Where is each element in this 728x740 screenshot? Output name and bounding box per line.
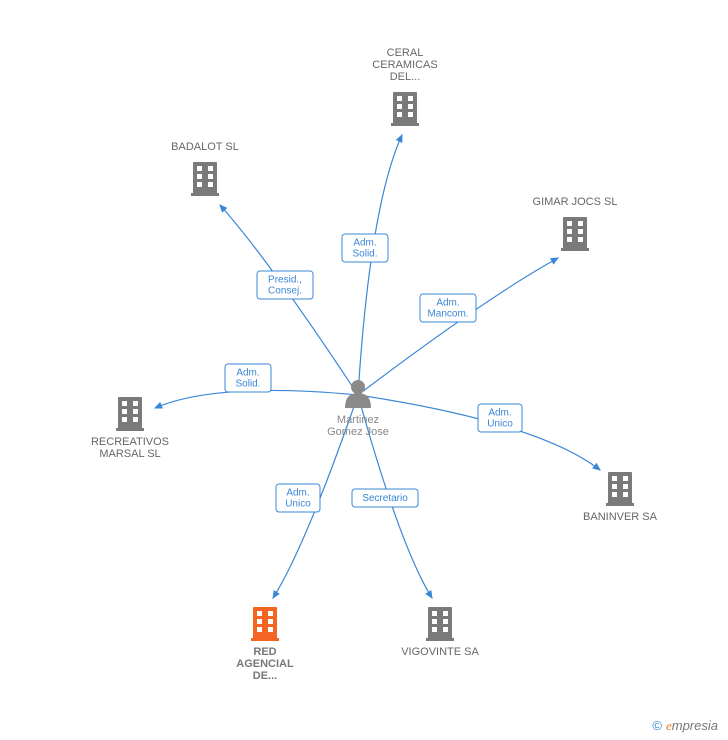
- attribution: ©empresia: [652, 718, 718, 734]
- company-label-ceral: CERAL: [387, 47, 424, 59]
- edge-label-text-recre: Solid.: [235, 379, 260, 390]
- building-icon: [391, 92, 419, 126]
- person-label-line1: Martinez: [337, 414, 379, 426]
- company-label-red: DE...: [253, 670, 277, 682]
- company-node-red[interactable]: REDAGENCIALDE...: [236, 607, 294, 682]
- edge-label-text-baninver: Unico: [487, 419, 513, 430]
- building-icon: [116, 397, 144, 431]
- building-icon: [191, 162, 219, 196]
- company-label-red: AGENCIAL: [236, 658, 294, 670]
- edge-label-text-ceral: Adm.: [353, 238, 376, 249]
- company-label-gimar: GIMAR JOCS SL: [533, 196, 618, 208]
- edge-label-text-badalot: Consej.: [268, 286, 302, 297]
- building-icon: [561, 217, 589, 251]
- edge-label-text-red: Adm.: [286, 488, 309, 499]
- edge-to-gimar: [358, 258, 558, 395]
- edge-to-ceral: [358, 135, 402, 395]
- edge-label-text-vigovinte: Secretario: [362, 493, 408, 504]
- company-node-badalot[interactable]: BADALOT SL: [171, 141, 239, 196]
- company-label-ceral: DEL...: [390, 71, 421, 83]
- brand-rest: mpresia: [672, 718, 718, 733]
- company-node-baninver[interactable]: BANINVER SA: [583, 472, 658, 523]
- company-node-ceral[interactable]: CERALCERAMICASDEL...: [372, 47, 437, 126]
- copyright-symbol: ©: [652, 718, 662, 733]
- edge-label-text-gimar: Mancom.: [427, 309, 468, 320]
- edge-label-text-red: Unico: [285, 499, 311, 510]
- edge-label-text-ceral: Solid.: [352, 249, 377, 260]
- person-label-line2: Gomez Jose: [327, 426, 389, 438]
- building-icon: [606, 472, 634, 506]
- network-diagram: Presid.,Consej.Adm.Solid.Adm.Mancom.Adm.…: [0, 0, 728, 740]
- building-icon: [251, 607, 279, 641]
- edge-label-text-recre: Adm.: [236, 368, 259, 379]
- company-node-gimar[interactable]: GIMAR JOCS SL: [533, 196, 618, 251]
- edge-label-text-gimar: Adm.: [436, 298, 459, 309]
- edge-label-text-badalot: Presid.,: [268, 275, 302, 286]
- company-label-ceral: CERAMICAS: [372, 59, 437, 71]
- company-label-recre: MARSAL SL: [99, 448, 160, 460]
- building-icon: [426, 607, 454, 641]
- person-node[interactable]: MartinezGomez Jose: [327, 380, 389, 438]
- edge-label-text-baninver: Adm.: [488, 408, 511, 419]
- company-label-recre: RECREATIVOS: [91, 436, 169, 448]
- company-node-vigovinte[interactable]: VIGOVINTE SA: [401, 607, 479, 658]
- edge-to-recre: [155, 390, 358, 408]
- company-label-badalot: BADALOT SL: [171, 141, 239, 153]
- company-label-red: RED: [253, 646, 276, 658]
- company-label-baninver: BANINVER SA: [583, 511, 658, 523]
- company-label-vigovinte: VIGOVINTE SA: [401, 646, 479, 658]
